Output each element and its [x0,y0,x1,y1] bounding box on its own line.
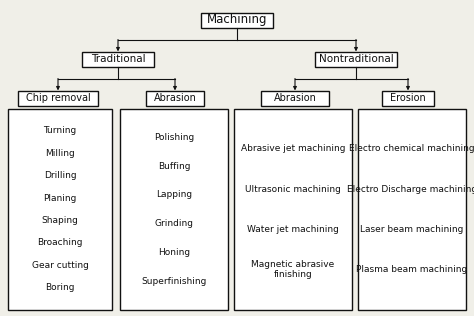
Text: Abrasion: Abrasion [273,93,317,103]
Text: Electro chemical machining: Electro chemical machining [349,144,474,153]
Text: Milling: Milling [45,149,75,158]
Bar [234,108,352,310]
Bar [261,90,329,106]
Text: Planing: Planing [43,194,77,203]
Text: Drilling: Drilling [44,171,76,180]
Bar [201,13,273,27]
Text: Ultrasonic machining: Ultrasonic machining [245,185,341,194]
Bar [315,52,397,66]
Bar [18,90,98,106]
Text: Superfinishing: Superfinishing [141,277,207,286]
Text: Gear cutting: Gear cutting [32,261,89,270]
Text: Honing: Honing [158,248,190,257]
Text: Magnetic abrasive
finishing: Magnetic abrasive finishing [251,260,335,279]
Bar [120,108,228,310]
Text: Grinding: Grinding [155,219,193,228]
Text: Plasma beam machining: Plasma beam machining [356,265,468,274]
Text: Buffing: Buffing [158,161,190,171]
Bar [382,90,434,106]
Text: Turning: Turning [44,126,77,135]
Text: Erosion: Erosion [390,93,426,103]
Bar [82,52,154,66]
Text: Chip removal: Chip removal [26,93,91,103]
Text: Laser beam machining: Laser beam machining [360,225,464,234]
Text: Abrasive jet machining: Abrasive jet machining [241,144,345,153]
Text: Nontraditional: Nontraditional [319,54,393,64]
Text: Machining: Machining [207,14,267,27]
Text: Traditional: Traditional [91,54,146,64]
Text: Broaching: Broaching [37,238,83,247]
Text: Water jet machining: Water jet machining [247,225,339,234]
Bar [358,108,466,310]
Bar [8,108,112,310]
Text: Polishing: Polishing [154,133,194,142]
Text: Boring: Boring [45,283,75,292]
Text: Abrasion: Abrasion [154,93,196,103]
Bar [146,90,204,106]
Text: Electro Discharge machining: Electro Discharge machining [347,185,474,194]
Text: Lapping: Lapping [156,190,192,199]
Text: Shaping: Shaping [42,216,78,225]
